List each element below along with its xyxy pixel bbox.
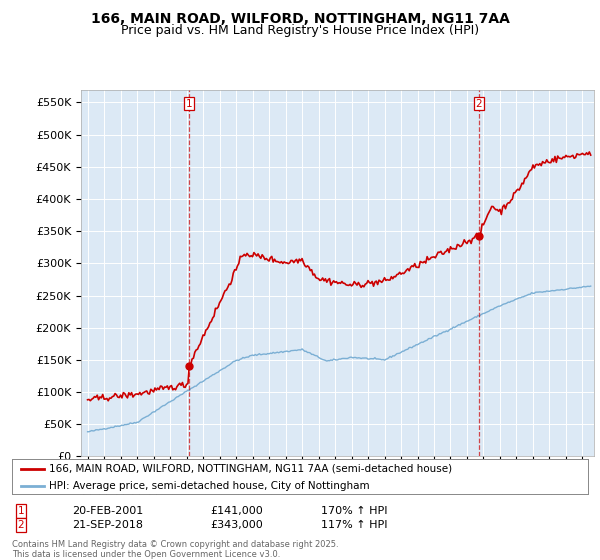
Text: 166, MAIN ROAD, WILFORD, NOTTINGHAM, NG11 7AA: 166, MAIN ROAD, WILFORD, NOTTINGHAM, NG1… [91, 12, 509, 26]
Text: Price paid vs. HM Land Registry's House Price Index (HPI): Price paid vs. HM Land Registry's House … [121, 24, 479, 36]
Text: HPI: Average price, semi-detached house, City of Nottingham: HPI: Average price, semi-detached house,… [49, 481, 370, 491]
Text: 21-SEP-2018: 21-SEP-2018 [72, 520, 143, 530]
Text: 170% ↑ HPI: 170% ↑ HPI [321, 506, 388, 516]
Text: 1: 1 [185, 99, 192, 109]
Text: 2: 2 [476, 99, 482, 109]
Text: 2: 2 [17, 520, 25, 530]
Text: £141,000: £141,000 [210, 506, 263, 516]
Text: £343,000: £343,000 [210, 520, 263, 530]
Text: 117% ↑ HPI: 117% ↑ HPI [321, 520, 388, 530]
Text: 20-FEB-2001: 20-FEB-2001 [72, 506, 143, 516]
Text: 1: 1 [17, 506, 25, 516]
Text: 166, MAIN ROAD, WILFORD, NOTTINGHAM, NG11 7AA (semi-detached house): 166, MAIN ROAD, WILFORD, NOTTINGHAM, NG1… [49, 464, 452, 474]
Text: Contains HM Land Registry data © Crown copyright and database right 2025.
This d: Contains HM Land Registry data © Crown c… [12, 540, 338, 559]
